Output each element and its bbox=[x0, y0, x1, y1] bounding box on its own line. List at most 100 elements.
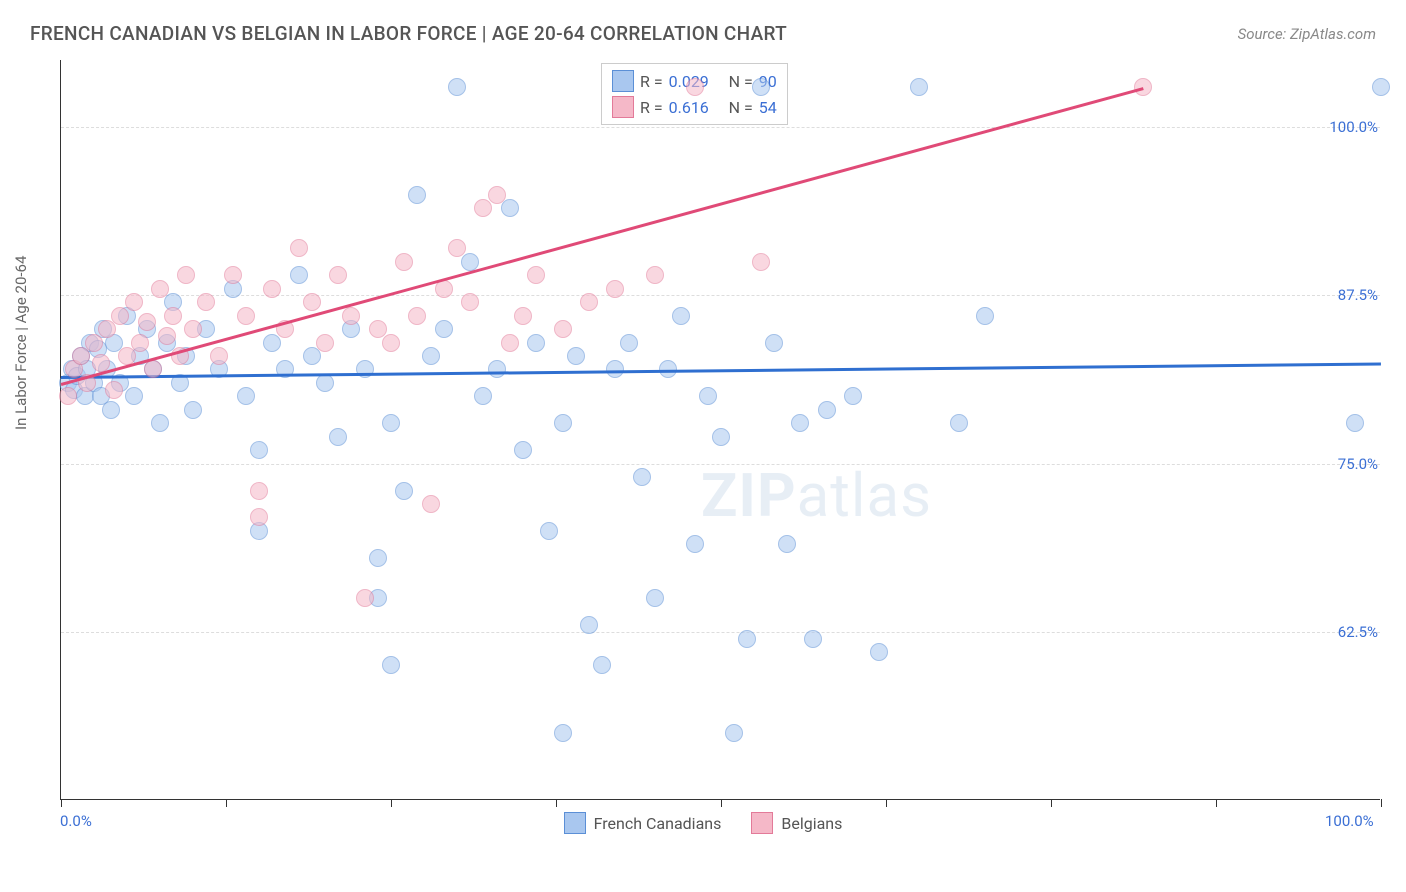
data-point bbox=[422, 495, 440, 513]
gridline bbox=[61, 632, 1380, 633]
data-point bbox=[158, 327, 176, 345]
data-point bbox=[540, 522, 558, 540]
data-point bbox=[224, 266, 242, 284]
legend-swatch bbox=[564, 812, 586, 834]
data-point bbox=[303, 293, 321, 311]
data-point bbox=[646, 266, 664, 284]
y-axis-label: In Labor Force | Age 20-64 bbox=[12, 256, 30, 430]
data-point bbox=[554, 724, 572, 742]
x-tick bbox=[556, 799, 557, 807]
data-point bbox=[752, 253, 770, 271]
data-point bbox=[752, 78, 770, 96]
data-point bbox=[870, 643, 888, 661]
data-point bbox=[593, 656, 611, 674]
x-tick bbox=[1216, 799, 1217, 807]
data-point bbox=[237, 307, 255, 325]
gridline bbox=[61, 127, 1380, 128]
data-point bbox=[342, 307, 360, 325]
data-point bbox=[686, 535, 704, 553]
data-point bbox=[382, 414, 400, 432]
data-point bbox=[778, 535, 796, 553]
data-point bbox=[369, 549, 387, 567]
data-point bbox=[144, 360, 162, 378]
data-point bbox=[290, 266, 308, 284]
data-point bbox=[950, 414, 968, 432]
data-point bbox=[356, 589, 374, 607]
trend-line bbox=[61, 87, 1144, 385]
legend-item: French Canadians bbox=[564, 812, 722, 834]
data-point bbox=[356, 360, 374, 378]
data-point bbox=[448, 239, 466, 257]
data-point bbox=[712, 428, 730, 446]
data-point bbox=[59, 387, 77, 405]
data-point bbox=[699, 387, 717, 405]
data-point bbox=[474, 387, 492, 405]
data-point bbox=[422, 347, 440, 365]
data-point bbox=[514, 307, 532, 325]
data-point bbox=[620, 334, 638, 352]
x-tick bbox=[391, 799, 392, 807]
data-point bbox=[1134, 78, 1152, 96]
data-point bbox=[844, 387, 862, 405]
data-point bbox=[501, 334, 519, 352]
data-point bbox=[804, 630, 822, 648]
data-point bbox=[488, 360, 506, 378]
data-point bbox=[791, 414, 809, 432]
data-point bbox=[527, 266, 545, 284]
data-point bbox=[818, 401, 836, 419]
data-point bbox=[725, 724, 743, 742]
data-point bbox=[138, 313, 156, 331]
data-point bbox=[329, 428, 347, 446]
y-tick-label: 100.0% bbox=[1329, 118, 1382, 136]
data-point bbox=[102, 401, 120, 419]
data-point bbox=[435, 320, 453, 338]
data-point bbox=[303, 347, 321, 365]
gridline bbox=[61, 464, 1380, 465]
series-legend: French CanadiansBelgians bbox=[0, 812, 1406, 834]
data-point bbox=[125, 293, 143, 311]
x-tick bbox=[1381, 799, 1382, 807]
x-tick bbox=[886, 799, 887, 807]
data-point bbox=[567, 347, 585, 365]
legend-label: French Canadians bbox=[594, 814, 722, 833]
data-point bbox=[98, 320, 116, 338]
data-point bbox=[125, 387, 143, 405]
legend-swatch bbox=[612, 96, 634, 118]
data-point bbox=[210, 347, 228, 365]
legend-swatch bbox=[751, 812, 773, 834]
data-point bbox=[474, 199, 492, 217]
x-tick bbox=[721, 799, 722, 807]
x-tick bbox=[61, 799, 62, 807]
data-point bbox=[250, 441, 268, 459]
data-point bbox=[976, 307, 994, 325]
legend-n-label: N = bbox=[729, 98, 753, 117]
data-point bbox=[151, 280, 169, 298]
data-point bbox=[197, 293, 215, 311]
y-tick-label: 62.5% bbox=[1338, 623, 1382, 641]
legend-row: R =0.616N =54 bbox=[612, 94, 777, 120]
data-point bbox=[910, 78, 928, 96]
data-point bbox=[580, 616, 598, 634]
data-point bbox=[250, 508, 268, 526]
data-point bbox=[501, 199, 519, 217]
data-point bbox=[250, 482, 268, 500]
data-point bbox=[1346, 414, 1364, 432]
data-point bbox=[92, 354, 110, 372]
data-point bbox=[131, 334, 149, 352]
data-point bbox=[514, 441, 532, 459]
data-point bbox=[527, 334, 545, 352]
legend-n-label: N = bbox=[729, 72, 753, 91]
data-point bbox=[263, 280, 281, 298]
data-point bbox=[329, 266, 347, 284]
data-point bbox=[184, 401, 202, 419]
data-point bbox=[554, 414, 572, 432]
data-point bbox=[646, 589, 664, 607]
data-point bbox=[554, 320, 572, 338]
data-point bbox=[111, 307, 129, 325]
data-point bbox=[290, 239, 308, 257]
data-point bbox=[633, 468, 651, 486]
legend-n-value: 54 bbox=[759, 98, 777, 117]
data-point bbox=[580, 293, 598, 311]
data-point bbox=[395, 482, 413, 500]
x-tick bbox=[226, 799, 227, 807]
